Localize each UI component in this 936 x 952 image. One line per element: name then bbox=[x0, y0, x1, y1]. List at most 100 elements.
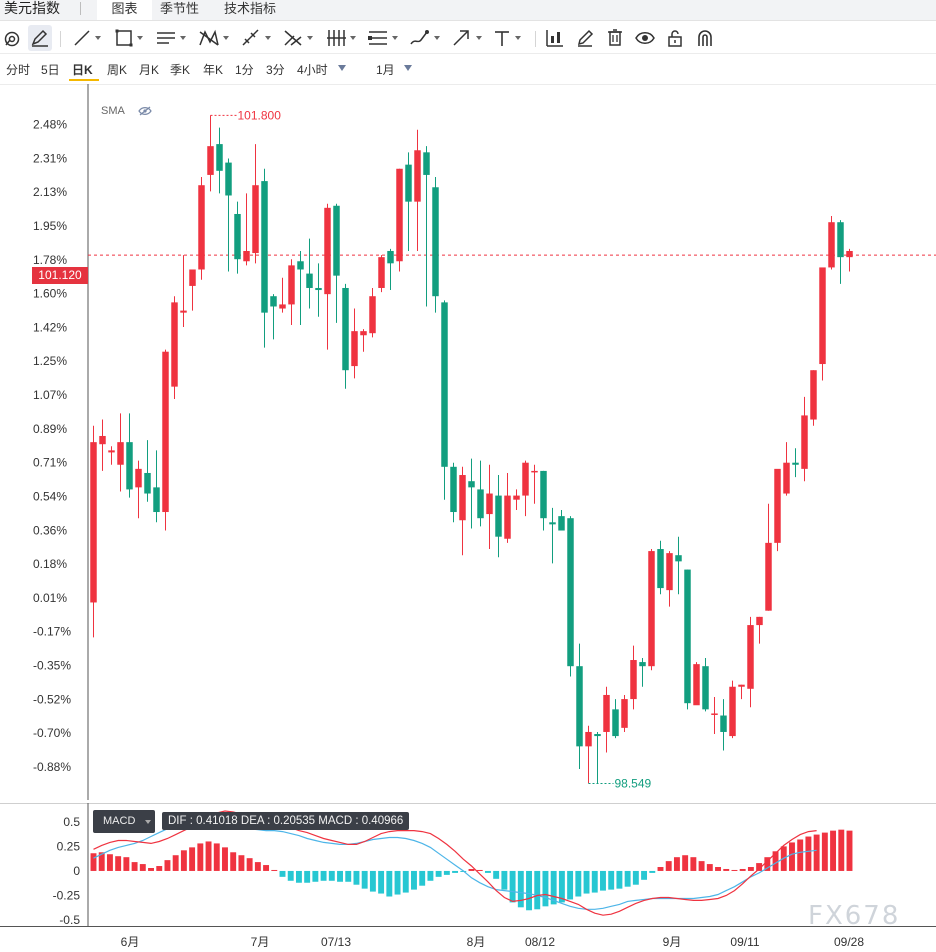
trendline-icon bbox=[72, 28, 92, 48]
macd-histogram-bar bbox=[517, 870, 524, 908]
indicator-tool[interactable] bbox=[545, 25, 565, 51]
macd-histogram-bar bbox=[698, 861, 705, 871]
edit-tool[interactable] bbox=[575, 25, 595, 51]
delete-tool[interactable] bbox=[605, 25, 625, 51]
period-4hour[interactable]: 4小时 bbox=[297, 63, 328, 77]
period-weekly[interactable]: 周K bbox=[107, 63, 128, 77]
macd-y-tick-label: 0 bbox=[73, 864, 80, 878]
macd-histogram-bar bbox=[230, 852, 237, 871]
macd-histogram-bar bbox=[213, 843, 220, 871]
candle-body bbox=[351, 331, 358, 367]
macd-panel[interactable]: 0.5 0.25 0 -0.25 -0.5 6月 7月 07/13 8月 08/12 9月 09/11… bbox=[0, 803, 936, 952]
arrow-tool[interactable] bbox=[451, 25, 482, 51]
candle-body bbox=[576, 666, 583, 747]
macd-histogram-bar bbox=[115, 856, 122, 871]
lock-tool[interactable] bbox=[665, 25, 685, 51]
high-price-label: 101.800 bbox=[238, 108, 282, 122]
tab-technical-indicators[interactable]: 技术指标 bbox=[223, 1, 276, 16]
dif-readout: DIF : 0.41018 bbox=[168, 815, 238, 827]
candlestick-chart-svg[interactable]: 2.48% 2.31% 2.13% 1.95% 1.78% 1.60% 1.42% 1.25%… bbox=[0, 84, 936, 802]
tab-seasonality[interactable]: 季节性 bbox=[159, 1, 199, 16]
macd-indicator-select[interactable]: MACD bbox=[93, 810, 155, 833]
candle-body bbox=[405, 164, 412, 202]
period-3min[interactable]: 3分 bbox=[266, 63, 285, 77]
fibonacci-tool[interactable] bbox=[282, 25, 313, 51]
macd-histogram-bar bbox=[747, 867, 754, 871]
trendline-tool[interactable] bbox=[72, 25, 101, 51]
pattern-tool[interactable] bbox=[198, 25, 229, 51]
macd-histogram-bar bbox=[813, 834, 820, 871]
macd-histogram-bar bbox=[287, 870, 294, 881]
fibonacci-icon bbox=[282, 28, 304, 48]
y-tick-label: 1.07% bbox=[33, 388, 67, 402]
parallel-lines-icon bbox=[155, 28, 177, 48]
y-tick-label: -0.52% bbox=[33, 692, 71, 706]
macd-histogram-bar bbox=[731, 869, 738, 871]
macd-histogram-bar bbox=[205, 841, 212, 871]
visibility-tool[interactable] bbox=[634, 25, 656, 51]
y-tick-label: 0.71% bbox=[33, 456, 67, 470]
candle-body bbox=[360, 331, 367, 336]
period-yearly[interactable]: 年K bbox=[203, 63, 224, 77]
candle-body bbox=[657, 549, 664, 589]
magnet-snap-tool[interactable] bbox=[695, 25, 715, 51]
macd-histogram-bar bbox=[148, 868, 154, 871]
candle-body bbox=[594, 734, 601, 737]
candle-body bbox=[252, 185, 259, 254]
macd-histogram-bar bbox=[304, 870, 311, 883]
macd-histogram-bar bbox=[271, 869, 278, 871]
macd-histogram-bar bbox=[739, 868, 746, 871]
y-tick-label: -0.70% bbox=[33, 726, 71, 740]
pitchfork-tool[interactable] bbox=[325, 25, 356, 51]
period-5day[interactable]: 5日 bbox=[41, 63, 60, 77]
candlestick-chart[interactable]: 2.48% 2.31% 2.13% 1.95% 1.78% 1.60% 1.42% 1.25%… bbox=[0, 84, 936, 802]
y-tick-label: 2.48% bbox=[33, 118, 67, 132]
brush-tool[interactable] bbox=[409, 25, 440, 51]
rectangle-icon bbox=[114, 28, 134, 48]
macd-histogram-bar bbox=[526, 870, 532, 911]
candle-body bbox=[288, 265, 295, 305]
candle-body bbox=[306, 273, 313, 288]
candle-body bbox=[270, 296, 277, 307]
macd-histogram-bar bbox=[558, 870, 565, 903]
magnet-tool[interactable] bbox=[2, 25, 22, 51]
rectangle-tool[interactable] bbox=[114, 25, 143, 51]
candle-body bbox=[117, 442, 124, 465]
x-tick-label: 09/28 bbox=[834, 935, 864, 949]
range-selector[interactable]: 1月 bbox=[376, 63, 395, 77]
macd-histogram-bar bbox=[337, 870, 343, 882]
tab-chart[interactable]: 图表 bbox=[97, 0, 152, 20]
macd-histogram-bar bbox=[641, 870, 648, 880]
x-tick-label: 07/13 bbox=[321, 935, 351, 949]
range-chevron-down-icon[interactable] bbox=[404, 65, 412, 71]
macd-chart-svg[interactable]: 0.5 0.25 0 -0.25 -0.5 6月 7月 07/13 8月 08/12 9月 09/11… bbox=[0, 803, 936, 952]
candle-body bbox=[504, 495, 511, 539]
parallel-lines-tool[interactable] bbox=[155, 25, 186, 51]
period-1min[interactable]: 1分 bbox=[235, 63, 254, 77]
macd-histogram-bar bbox=[616, 870, 623, 889]
period-quarterly[interactable]: 季K bbox=[170, 63, 191, 77]
measure-tool[interactable] bbox=[240, 25, 271, 51]
sma-indicator-label[interactable]: SMA bbox=[101, 105, 125, 117]
top-tab-bar: 美元指数 图表 季节性 技术指标 bbox=[0, 0, 936, 21]
period-daily[interactable]: 日K bbox=[72, 63, 93, 77]
candle-body bbox=[126, 442, 133, 490]
candle-body bbox=[432, 187, 439, 297]
macd-histogram-bar bbox=[649, 870, 656, 873]
macd-histogram-bar bbox=[378, 870, 385, 894]
period-intraday[interactable]: 分时 bbox=[6, 63, 31, 77]
candle-body bbox=[531, 470, 538, 473]
macd-histogram-bar bbox=[197, 843, 204, 871]
candle-body bbox=[144, 472, 151, 494]
more-periods-chevron-icon[interactable] bbox=[338, 65, 346, 71]
macd-histogram-bar bbox=[98, 852, 105, 871]
range-tool[interactable] bbox=[367, 25, 398, 51]
pencil-tool[interactable] bbox=[28, 25, 52, 51]
period-monthly[interactable]: 月K bbox=[139, 63, 160, 77]
text-tool[interactable] bbox=[492, 25, 521, 51]
macd-histogram-bar bbox=[156, 866, 163, 871]
eye-icon bbox=[634, 28, 656, 48]
period-selector: 分时 5日 日K 周K 月K 季K 年K 1分 3分 4小时 1月 bbox=[0, 54, 936, 85]
macd-histogram-bar bbox=[682, 855, 689, 871]
candle-body bbox=[693, 664, 700, 706]
